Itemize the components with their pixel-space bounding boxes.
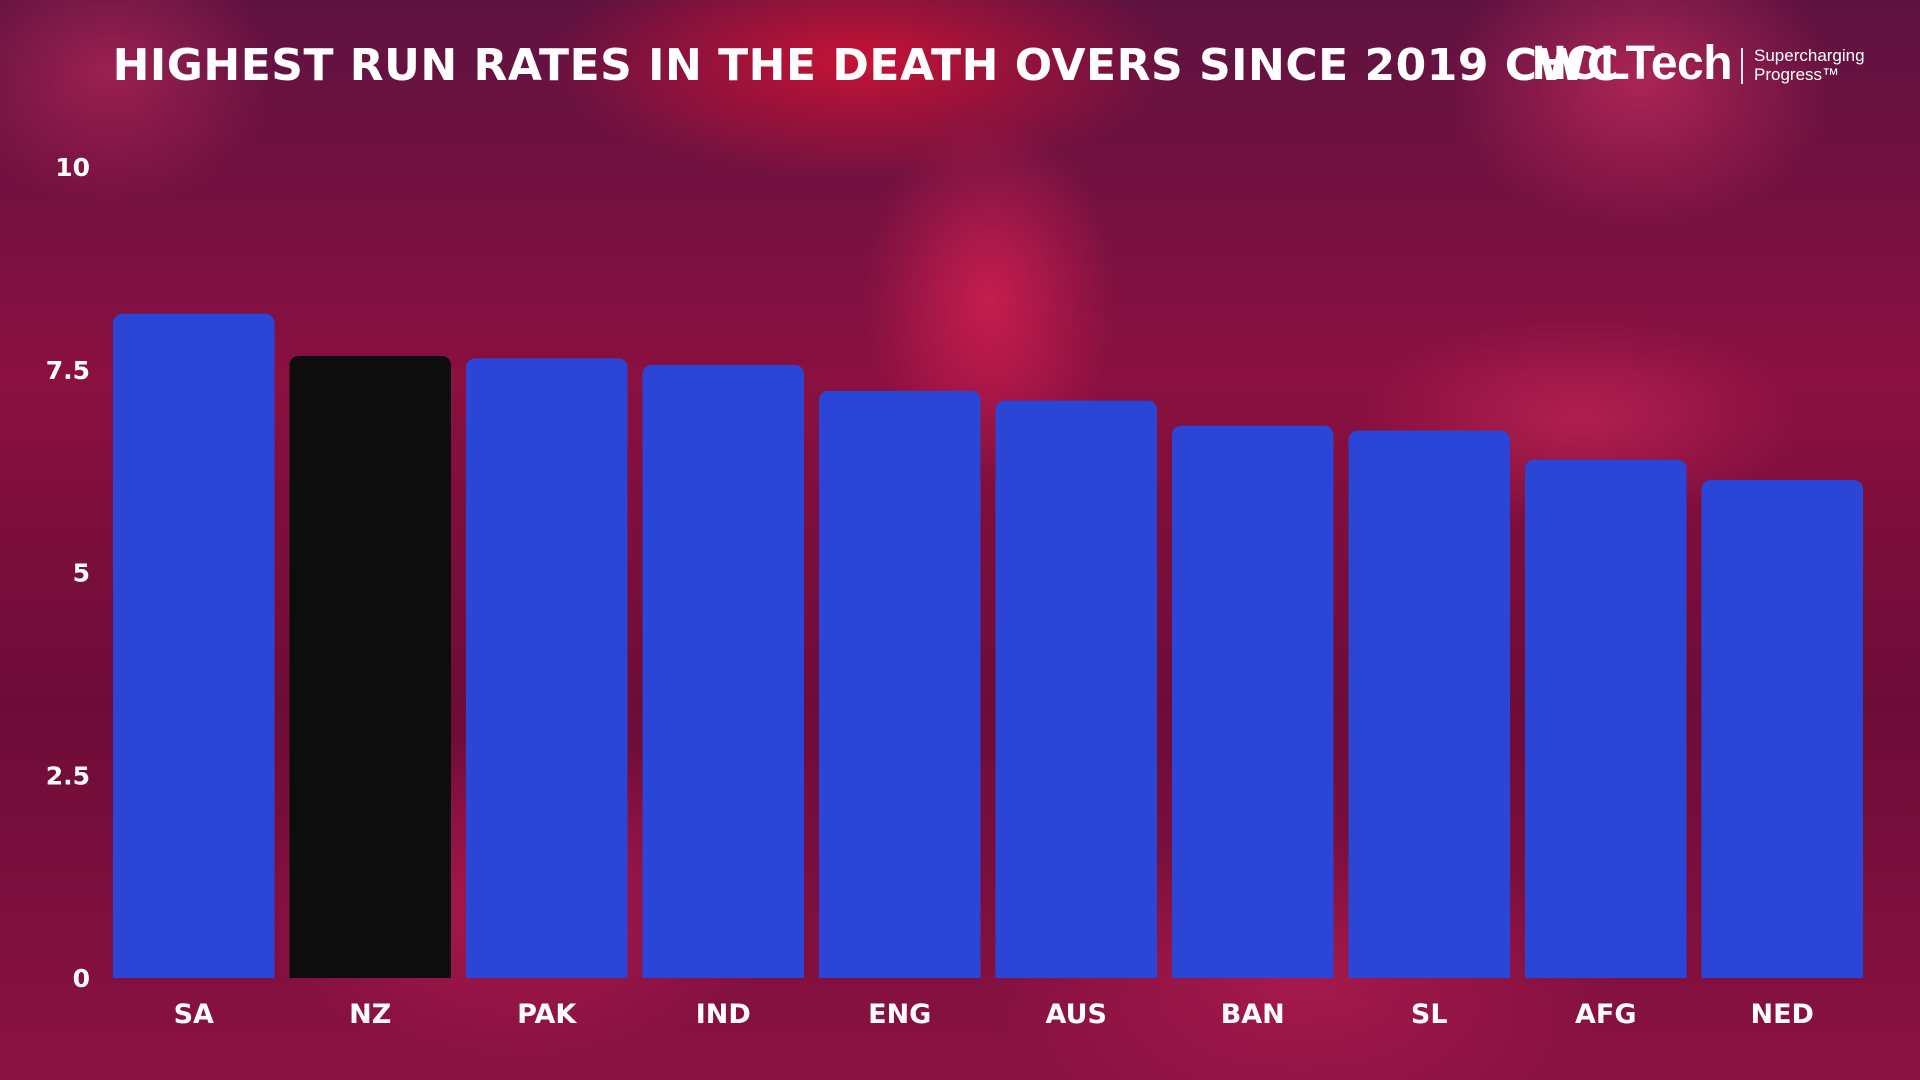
chart-title: HIGHEST RUN RATES IN THE DEATH OVERS SIN…	[113, 40, 1620, 91]
bar-base-ban	[1172, 966, 1334, 978]
brand-tagline: Supercharging Progress™	[1754, 46, 1865, 84]
bar-pak	[466, 358, 628, 978]
bar-afg	[1525, 459, 1687, 978]
bar-base-sl	[1348, 966, 1510, 978]
x-tick-label: BAN	[1221, 999, 1285, 1030]
x-tick-label: SL	[1411, 999, 1448, 1030]
y-axis: 0 2.5 5 7.5 10	[46, 153, 90, 993]
bar-base-nz	[289, 966, 451, 978]
x-tick-label: PAK	[517, 999, 577, 1030]
bar-base-afg	[1525, 966, 1687, 978]
x-tick-label: AUS	[1046, 999, 1107, 1030]
bar-sl	[1348, 430, 1510, 978]
bar-eng	[819, 390, 981, 978]
y-tick-label: 5	[73, 559, 90, 588]
bar-sa	[113, 313, 275, 978]
bar-base-ind	[642, 966, 804, 978]
bar-aus	[995, 400, 1157, 978]
brand-logo: HCLTech	[1532, 37, 1733, 90]
bar-base-sa	[113, 966, 275, 978]
bar-ind	[642, 364, 804, 978]
bars	[113, 313, 1863, 979]
brand-tagline-line2: Progress™	[1754, 65, 1840, 84]
y-tick-label: 2.5	[46, 761, 90, 790]
x-tick-label: NED	[1751, 999, 1814, 1030]
x-tick-label: IND	[696, 999, 751, 1030]
x-axis: SA NZ PAK IND ENG AUS BAN SL AFG NED	[174, 999, 1814, 1030]
bar-base-aus	[995, 966, 1157, 978]
bar-nz	[289, 355, 451, 978]
y-tick-label: 0	[73, 964, 90, 993]
x-tick-label: ENG	[868, 999, 931, 1030]
x-tick-label: NZ	[349, 999, 391, 1030]
x-tick-label: AFG	[1575, 999, 1637, 1030]
y-tick-label: 7.5	[46, 356, 90, 385]
y-tick-label: 10	[55, 153, 90, 182]
x-tick-label: SA	[174, 999, 214, 1030]
bar-base-ned	[1701, 966, 1863, 978]
bar-base-eng	[819, 966, 981, 978]
bar-ned	[1701, 480, 1863, 978]
brand-divider	[1741, 48, 1743, 84]
bar-ban	[1172, 425, 1334, 979]
bar-base-pak	[466, 966, 628, 978]
brand-tagline-line1: Supercharging	[1754, 46, 1865, 65]
